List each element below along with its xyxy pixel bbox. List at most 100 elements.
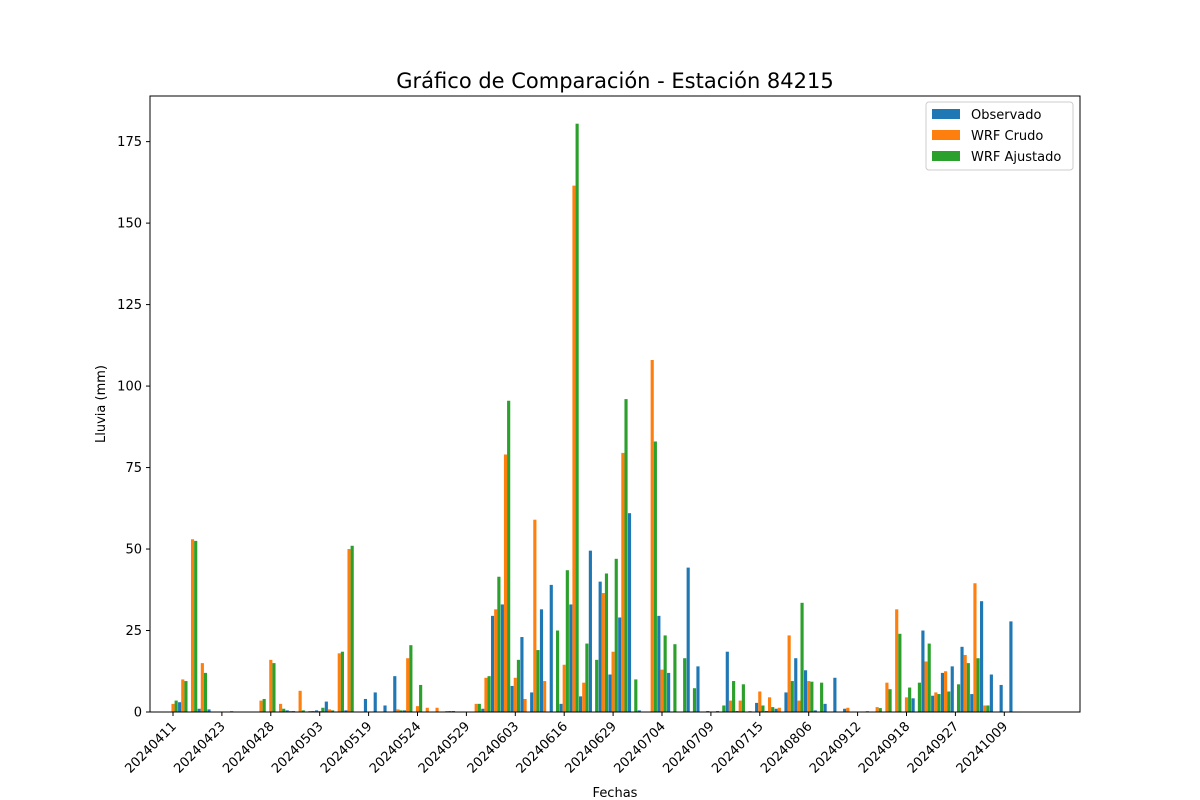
bar-wrf-crudo <box>190 539 195 712</box>
bar-observado <box>637 710 641 712</box>
bar-wrf-ajustado <box>976 658 980 712</box>
bar-observado <box>393 676 397 712</box>
bar-wrf-ajustado <box>741 684 745 712</box>
bar-wrf-crudo <box>425 707 429 712</box>
bar-observado <box>774 708 778 712</box>
bar-wrf-ajustado <box>321 707 325 712</box>
bar-wrf-crudo <box>611 651 615 712</box>
bar-wrf-crudo <box>934 692 938 712</box>
bar-observado <box>588 550 592 712</box>
bar-observado <box>755 702 759 712</box>
bar-wrf-crudo <box>797 700 801 712</box>
bar-observado <box>931 695 935 712</box>
plot-frame <box>149 95 1081 713</box>
bar-wrf-ajustado <box>282 708 286 712</box>
bar-wrf-ajustado <box>340 651 344 712</box>
x-tick-label: 20240927 <box>905 719 962 776</box>
bar-observado <box>197 708 201 712</box>
x-axis-label: Fechas <box>593 786 638 800</box>
bar-wrf-ajustado <box>692 688 697 712</box>
bar-wrf-ajustado <box>986 705 990 712</box>
bar-observado <box>569 604 573 712</box>
bar-observado <box>960 646 964 712</box>
bar-observado <box>403 710 407 712</box>
y-tick-label: 50 <box>125 543 142 558</box>
bar-wrf-crudo <box>513 677 517 712</box>
legend-box <box>925 101 1074 171</box>
bar-observado <box>940 672 945 712</box>
bar-wrf-crudo <box>758 691 762 712</box>
bar-wrf-ajustado <box>820 682 824 712</box>
bar-wrf-crudo <box>924 661 928 712</box>
bar-observado <box>980 601 984 712</box>
x-tick-label: 20240629 <box>563 719 620 776</box>
bar-wrf-ajustado <box>174 700 178 712</box>
y-axis-label: Lluvia (mm) <box>94 365 109 443</box>
bar-wrf-ajustado <box>516 659 521 712</box>
bar-wrf-crudo <box>572 185 576 712</box>
bar-wrf-crudo <box>944 671 948 712</box>
bar-wrf-ajustado <box>575 123 579 712</box>
bar-wrf-ajustado <box>536 650 540 712</box>
bar-wrf-crudo <box>347 549 351 712</box>
bar-observado <box>686 567 690 712</box>
bar-wrf-crudo <box>621 452 625 712</box>
bar-wrf-ajustado <box>927 643 931 712</box>
bar-wrf-ajustado <box>722 705 726 712</box>
y-tick-label: 75 <box>125 461 142 476</box>
bar-wrf-crudo <box>582 682 586 712</box>
bar-wrf-ajustado <box>908 687 912 712</box>
bar-observado <box>500 604 504 712</box>
y-tick-label: 175 <box>117 135 142 150</box>
bar-wrf-crudo <box>973 583 977 712</box>
legend-label-observado: Observado <box>971 108 1042 123</box>
bar-wrf-ajustado <box>683 658 687 712</box>
bar-observado <box>803 670 808 712</box>
bar-wrf-ajustado <box>956 684 961 712</box>
y-tick-label: 0 <box>134 706 142 721</box>
x-tick-label: 20241009 <box>954 719 1011 776</box>
bar-observado <box>383 705 387 712</box>
bar-wrf-ajustado <box>624 399 628 712</box>
legend-label-wrf-ajustado: WRF Ajustado <box>971 150 1061 165</box>
bar-wrf-ajustado <box>810 681 814 712</box>
bar-wrf-ajustado <box>487 676 491 712</box>
bar-wrf-ajustado <box>331 710 335 712</box>
bar-wrf-crudo <box>523 698 527 712</box>
x-tick-label: 20240912 <box>807 719 864 776</box>
bar-observado <box>559 703 563 712</box>
bar-wrf-crudo <box>728 700 733 712</box>
bar-wrf-crudo <box>562 664 566 712</box>
bar-wrf-ajustado <box>301 710 305 712</box>
bar-wrf-ajustado <box>732 681 736 712</box>
bar-observado <box>627 513 632 712</box>
legend-label-wrf-crudo: WRF Crudo <box>971 129 1043 144</box>
x-tick-label: 20240529 <box>416 719 473 776</box>
bar-observado <box>598 581 602 712</box>
bar-observado <box>823 703 827 712</box>
bar-wrf-crudo <box>650 360 654 712</box>
bar-observado <box>285 710 289 712</box>
x-tick-label: 20240423 <box>171 719 228 776</box>
bar-wrf-ajustado <box>497 576 501 712</box>
bars-layer <box>171 123 1013 712</box>
x-tick-label: 20240603 <box>465 719 522 776</box>
y-tick-label: 100 <box>117 380 142 395</box>
bar-observado <box>989 674 993 712</box>
bar-wrf-ajustado <box>614 558 618 712</box>
bar-observado <box>657 615 661 712</box>
bar-wrf-ajustado <box>898 633 902 712</box>
bar-wrf-crudo <box>787 635 791 712</box>
bar-wrf-ajustado <box>663 635 667 712</box>
bar-observado <box>178 702 182 712</box>
bar-wrf-ajustado <box>604 573 609 712</box>
bar-wrf-crudo <box>503 454 508 712</box>
bar-wrf-ajustado <box>673 644 677 712</box>
bar-wrf-crudo <box>269 659 273 712</box>
bar-wrf-crudo <box>983 705 987 712</box>
bar-wrf-crudo <box>415 706 420 712</box>
x-tick-label: 20240503 <box>269 719 326 776</box>
bar-wrf-ajustado <box>917 682 921 712</box>
bar-observado <box>1009 621 1013 712</box>
bar-wrf-ajustado <box>399 710 403 712</box>
